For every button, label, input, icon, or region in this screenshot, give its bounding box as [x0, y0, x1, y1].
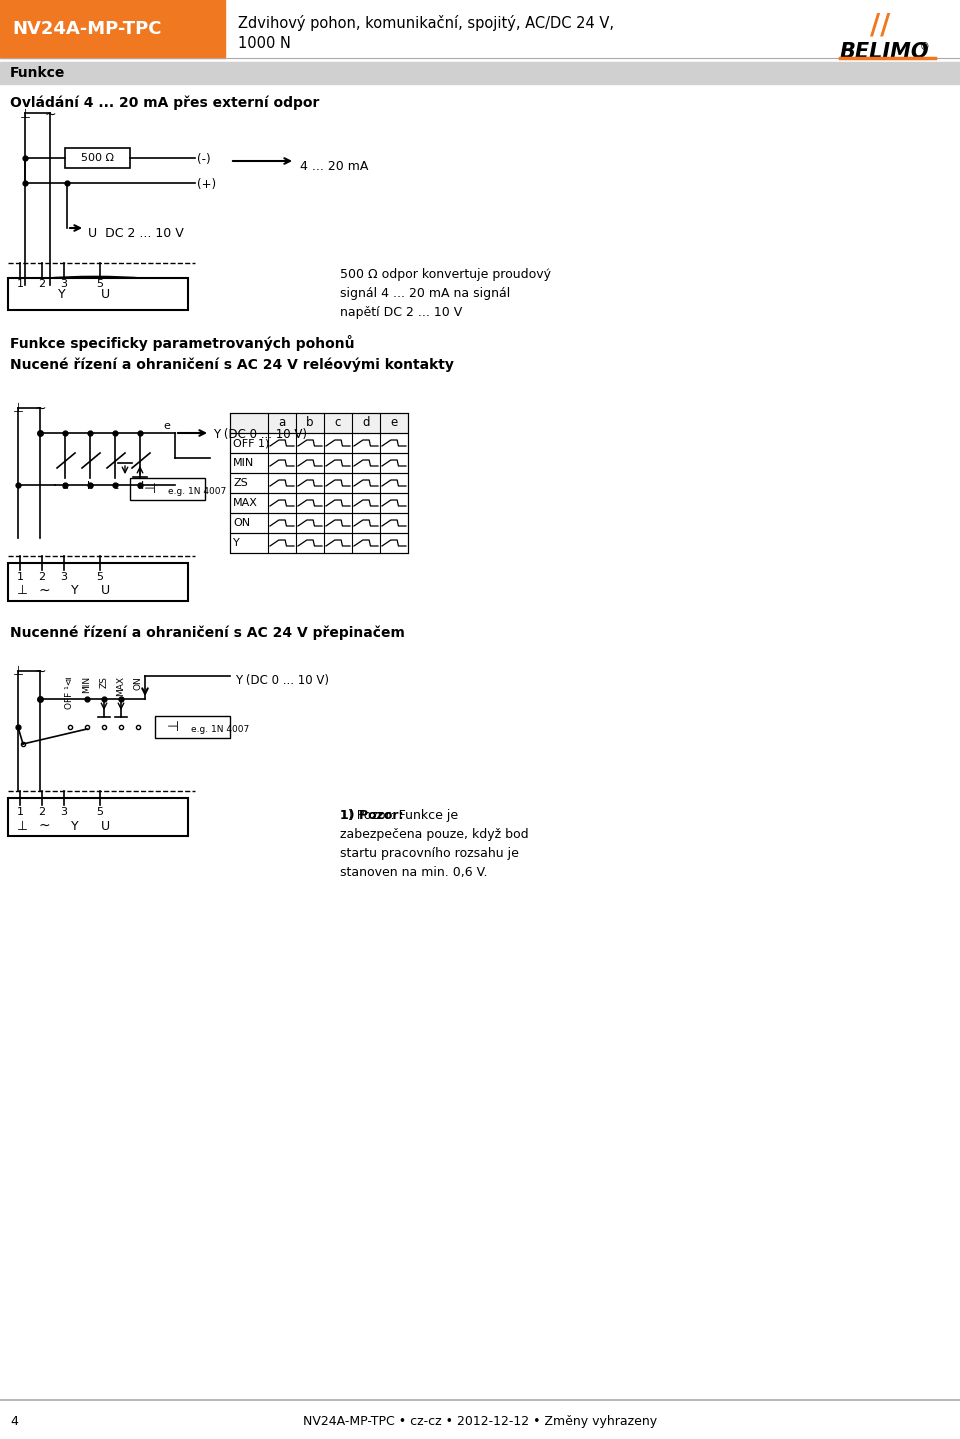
Text: d: d: [362, 416, 370, 429]
Text: 500 Ω odpor konvertuje proudový
signál 4 ... 20 mA na signál
napětí DC 2 ... 10 : 500 Ω odpor konvertuje proudový signál 4…: [340, 268, 551, 319]
Text: 3: 3: [60, 807, 67, 817]
Text: ZS: ZS: [233, 478, 248, 488]
Text: Y: Y: [71, 584, 79, 597]
Text: ⊣: ⊣: [144, 482, 156, 496]
Text: 2: 2: [38, 279, 45, 289]
Bar: [65, 148, 130, 168]
Text: ZS: ZS: [100, 676, 108, 688]
Text: Y (DC 0 ... 10 V): Y (DC 0 ... 10 V): [213, 427, 307, 440]
Text: d: d: [136, 481, 144, 491]
Text: (-): (-): [197, 153, 210, 165]
Text: a: a: [278, 416, 286, 429]
Text: Y: Y: [59, 288, 66, 301]
Text: 2: 2: [38, 807, 45, 817]
Bar: [230, 473, 408, 494]
Text: ®: ®: [920, 42, 929, 52]
Text: MIN: MIN: [233, 458, 254, 468]
Bar: [0, 62, 960, 83]
Text: 500 Ω: 500 Ω: [81, 153, 114, 163]
Text: OFF ¹⧏: OFF ¹⧏: [65, 676, 75, 709]
Text: 4: 4: [10, 1415, 18, 1427]
Text: Nucené řízení a ohraničení s AC 24 V reléovými kontakty: Nucené řízení a ohraničení s AC 24 V rel…: [10, 358, 454, 373]
Text: e.g. 1N 4007: e.g. 1N 4007: [168, 488, 227, 496]
Text: 5: 5: [97, 807, 104, 817]
Bar: [230, 494, 408, 512]
Text: (+): (+): [197, 178, 216, 191]
Text: BELIMO: BELIMO: [840, 42, 929, 62]
Text: MAX: MAX: [116, 676, 126, 696]
Text: ⊣: ⊣: [167, 720, 180, 734]
Text: Funkce specificky parametrovaných pohonů: Funkce specificky parametrovaných pohonů: [10, 335, 354, 351]
Text: ⊥: ⊥: [16, 584, 28, 597]
Text: 3: 3: [60, 571, 67, 581]
Text: 1: 1: [16, 807, 23, 817]
Text: Funkce: Funkce: [10, 66, 65, 81]
Text: U: U: [101, 288, 109, 301]
Text: 1: 1: [16, 571, 23, 581]
Text: NV24A-MP-TPC: NV24A-MP-TPC: [12, 20, 161, 37]
Text: ⊥: ⊥: [12, 665, 23, 678]
Text: ~: ~: [35, 401, 46, 416]
Text: 5: 5: [97, 279, 104, 289]
Text: ⊥: ⊥: [19, 108, 31, 121]
Bar: [230, 433, 408, 453]
Text: NV24A-MP-TPC • cz-cz • 2012-12-12 • Změny vyhrazeny: NV24A-MP-TPC • cz-cz • 2012-12-12 • Změn…: [303, 1415, 657, 1427]
Text: Nucenné řízení a ohraničení s AC 24 V přepinačem: Nucenné řízení a ohraničení s AC 24 V př…: [10, 626, 405, 640]
Text: c: c: [112, 481, 118, 491]
Text: ~: ~: [38, 584, 50, 599]
Text: OFF 1): OFF 1): [233, 437, 270, 448]
Text: 4 ... 20 mA: 4 ... 20 mA: [300, 160, 369, 173]
Text: 5: 5: [97, 571, 104, 581]
Text: ~: ~: [44, 108, 56, 122]
Bar: [0, 0, 225, 58]
Text: Y (DC 0 ... 10 V): Y (DC 0 ... 10 V): [235, 673, 329, 686]
Text: 1: 1: [16, 279, 23, 289]
Bar: [8, 799, 188, 836]
Text: //: //: [870, 12, 890, 40]
Text: e.g. 1N 4007: e.g. 1N 4007: [191, 725, 250, 734]
Text: U: U: [101, 584, 109, 597]
Bar: [230, 453, 408, 473]
Bar: [230, 532, 408, 553]
Bar: [155, 717, 230, 738]
Text: 1) Pozor:: 1) Pozor:: [340, 809, 403, 822]
Text: 3: 3: [60, 279, 67, 289]
Text: Y: Y: [233, 538, 240, 548]
Bar: [8, 563, 188, 602]
Text: Zdvihový pohon, komunikační, spojitý, AC/DC 24 V,
1000 N: Zdvihový pohon, komunikační, spojitý, AC…: [238, 14, 614, 50]
Text: U: U: [101, 819, 109, 833]
Text: a: a: [61, 481, 68, 491]
Text: e: e: [391, 416, 397, 429]
Text: ~: ~: [38, 819, 50, 833]
Bar: [8, 278, 188, 309]
Text: Y: Y: [71, 819, 79, 833]
Text: c: c: [335, 416, 341, 429]
Text: ON: ON: [133, 676, 142, 689]
Text: MAX: MAX: [233, 498, 258, 508]
Text: 1) Pozor: Funkce je
zabezpečena pouze, když bod
startu pracovního rozsahu je
sta: 1) Pozor: Funkce je zabezpečena pouze, k…: [340, 809, 529, 879]
Text: b: b: [306, 416, 314, 429]
Text: 2: 2: [38, 571, 45, 581]
Text: ⊥: ⊥: [16, 819, 28, 833]
Text: U  DC 2 ... 10 V: U DC 2 ... 10 V: [88, 227, 183, 240]
Text: b: b: [86, 481, 93, 491]
Text: ~: ~: [35, 665, 46, 679]
Bar: [230, 512, 408, 532]
Text: ON: ON: [233, 518, 251, 528]
Text: ⊥: ⊥: [12, 401, 23, 414]
Bar: [230, 413, 408, 433]
Bar: [130, 478, 205, 499]
Text: e: e: [163, 422, 171, 432]
Text: Ovládání 4 ... 20 mA přes externí odpor: Ovládání 4 ... 20 mA přes externí odpor: [10, 95, 320, 109]
Text: MIN: MIN: [83, 676, 91, 694]
